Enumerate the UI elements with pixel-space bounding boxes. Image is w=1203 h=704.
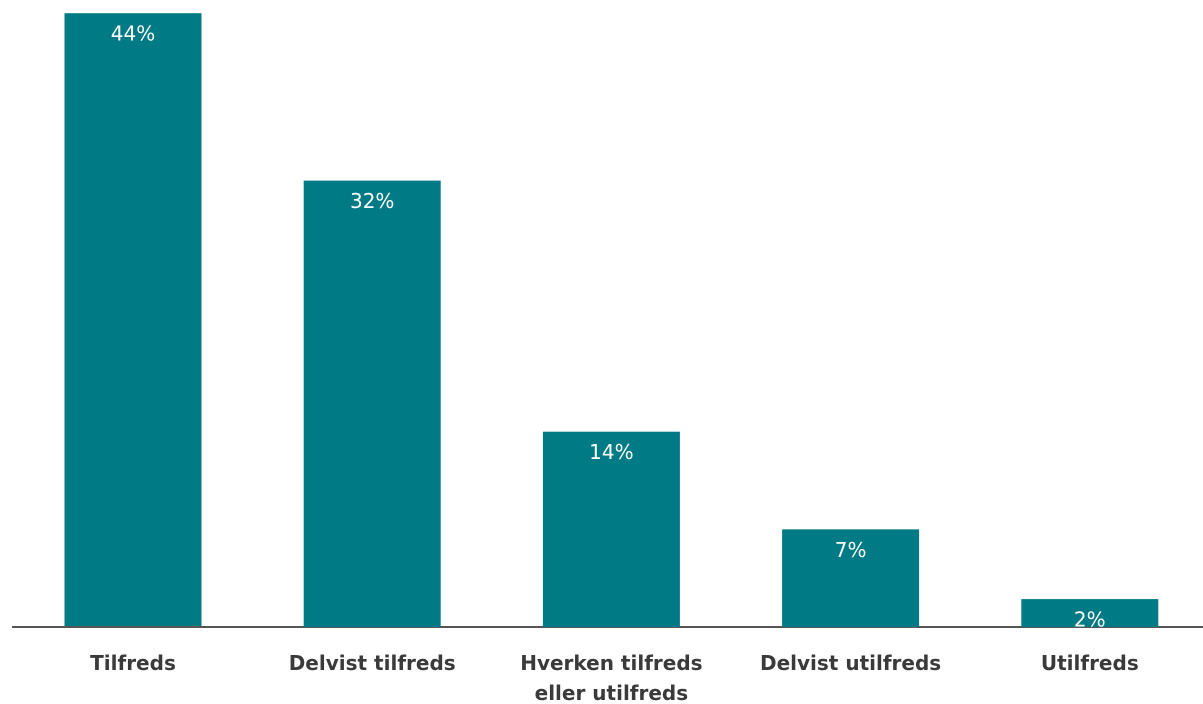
bar: [542, 431, 680, 627]
bar: [303, 180, 441, 627]
category-label: Delvist utilfreds: [759, 651, 942, 675]
category-label: Utilfreds: [1040, 651, 1139, 675]
value-label: 32%: [350, 189, 394, 213]
bar: [782, 529, 920, 627]
value-label: 7%: [835, 538, 867, 562]
bar: [64, 13, 202, 627]
value-label: 14%: [589, 440, 633, 464]
value-label: 44%: [111, 22, 155, 46]
category-label: Tilfreds: [90, 651, 176, 675]
category-label: Hverken tilfreds eller utilfreds: [520, 651, 703, 704]
bar: [1021, 599, 1159, 627]
value-label: 2%: [1074, 608, 1106, 632]
category-label: Delvist tilfreds: [288, 651, 456, 675]
